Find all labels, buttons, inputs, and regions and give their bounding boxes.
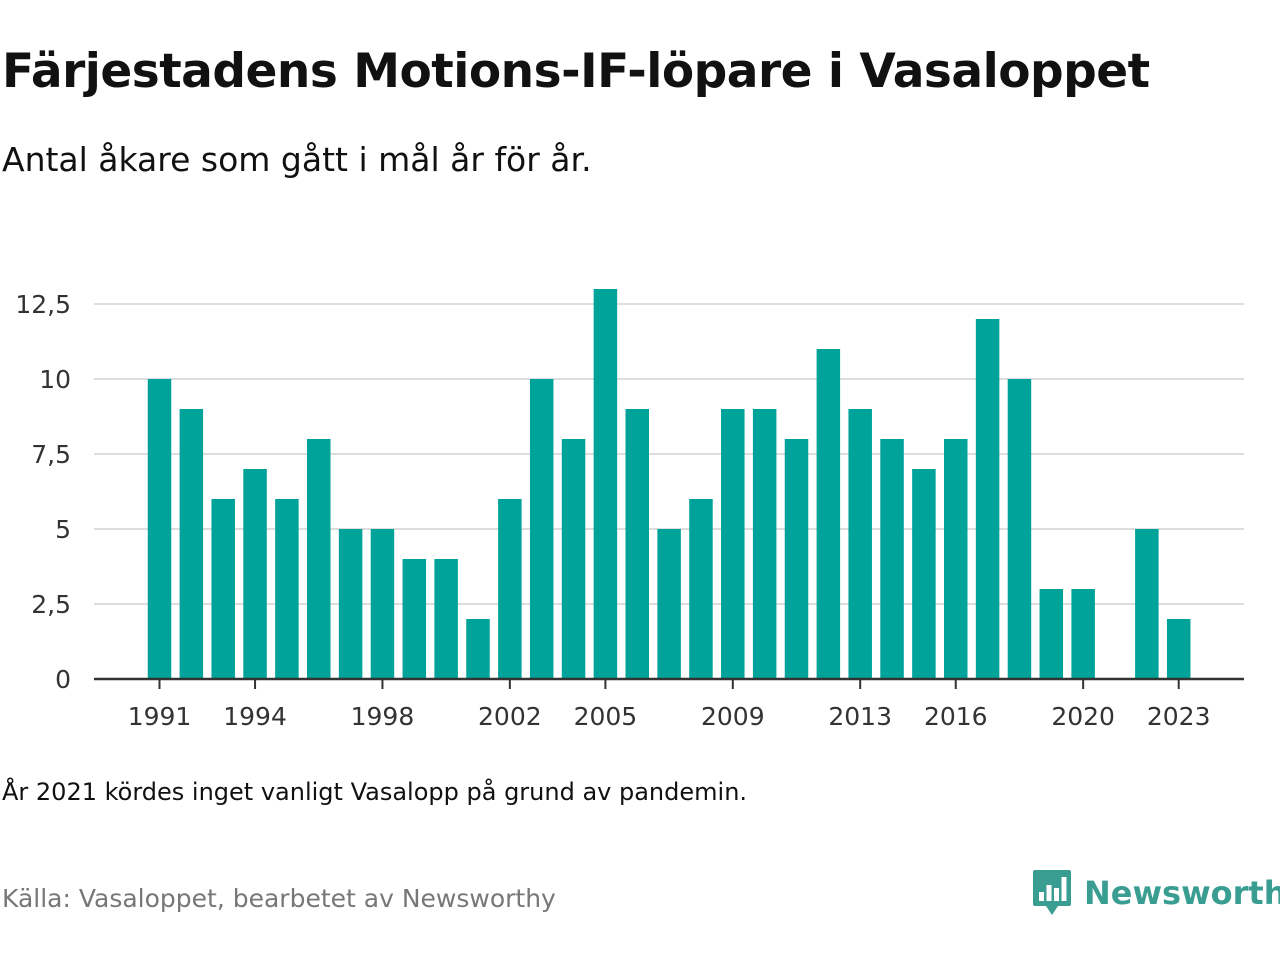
x-tick-label: 2013 (828, 702, 892, 731)
bar-2007 (657, 529, 681, 679)
x-tick-label: 2020 (1051, 702, 1115, 731)
bar-1999 (402, 559, 427, 679)
bar-2002 (498, 499, 522, 679)
bar-2011 (784, 439, 809, 679)
bar-1992 (179, 409, 204, 679)
bar-1996 (307, 439, 331, 679)
brand-name: Newsworthy (1084, 874, 1280, 912)
y-tick-label: 7,5 (31, 440, 71, 469)
bar-1995 (275, 499, 299, 679)
bar-2001 (466, 619, 490, 679)
x-tick-label: 1998 (351, 702, 415, 731)
bar-2013 (848, 409, 872, 679)
chart-subtitle: Antal åkare som gått i mål år för år. (2, 140, 592, 179)
source-text: Källa: Vasaloppet, bearbetet av Newswort… (2, 884, 556, 913)
bar-1998 (370, 529, 395, 679)
y-tick-label: 2,5 (31, 590, 71, 619)
x-tick-label: 2005 (574, 702, 638, 731)
bar-2018 (1007, 379, 1032, 679)
bar-2012 (816, 349, 841, 679)
bar-2005 (593, 289, 618, 679)
x-tick-label: 2023 (1147, 702, 1211, 731)
bar-2022 (1135, 529, 1159, 679)
bar-1993 (211, 499, 235, 679)
bar-chart-speech-bubble-icon (1033, 870, 1071, 915)
x-tick-label: 2016 (924, 702, 988, 731)
brand-logo: Newsworthy (1032, 868, 1280, 918)
bar-2006 (625, 409, 649, 679)
footnote: År 2021 kördes inget vanligt Vasalopp på… (2, 778, 748, 806)
x-tick-label: 2002 (478, 702, 542, 731)
x-tick-label: 2009 (701, 702, 765, 731)
bar-2019 (1039, 589, 1064, 679)
bar-2015 (912, 469, 936, 679)
y-tick-label: 12,5 (15, 290, 71, 319)
y-tick-label: 0 (55, 665, 71, 694)
bar-2009 (721, 409, 745, 679)
bar-chart: 0 2,5 5 7,5 10 12,5 1991 1994 1998 2002 2005 2009 20… (15, 289, 1244, 731)
chart-title: Färjestadens Motions-IF-löpare i Vasalop… (2, 44, 1150, 99)
x-tick-label: 1991 (128, 702, 192, 731)
bar-2016 (944, 439, 968, 679)
bar-1991 (147, 379, 172, 679)
y-tick-label: 10 (39, 365, 71, 394)
y-tick-label: 5 (55, 515, 71, 544)
bar-1997 (338, 529, 363, 679)
bar-2000 (434, 559, 458, 679)
bar-1994 (243, 469, 267, 679)
bar-2003 (529, 379, 554, 679)
bar-2008 (689, 499, 713, 679)
bar-2017 (975, 319, 1000, 679)
bar-2023 (1166, 619, 1191, 679)
bar-2014 (880, 439, 904, 679)
bar-2010 (752, 409, 777, 679)
bar-2020 (1071, 589, 1095, 679)
x-tick-label: 1994 (223, 702, 287, 731)
bar-2004 (561, 439, 586, 679)
